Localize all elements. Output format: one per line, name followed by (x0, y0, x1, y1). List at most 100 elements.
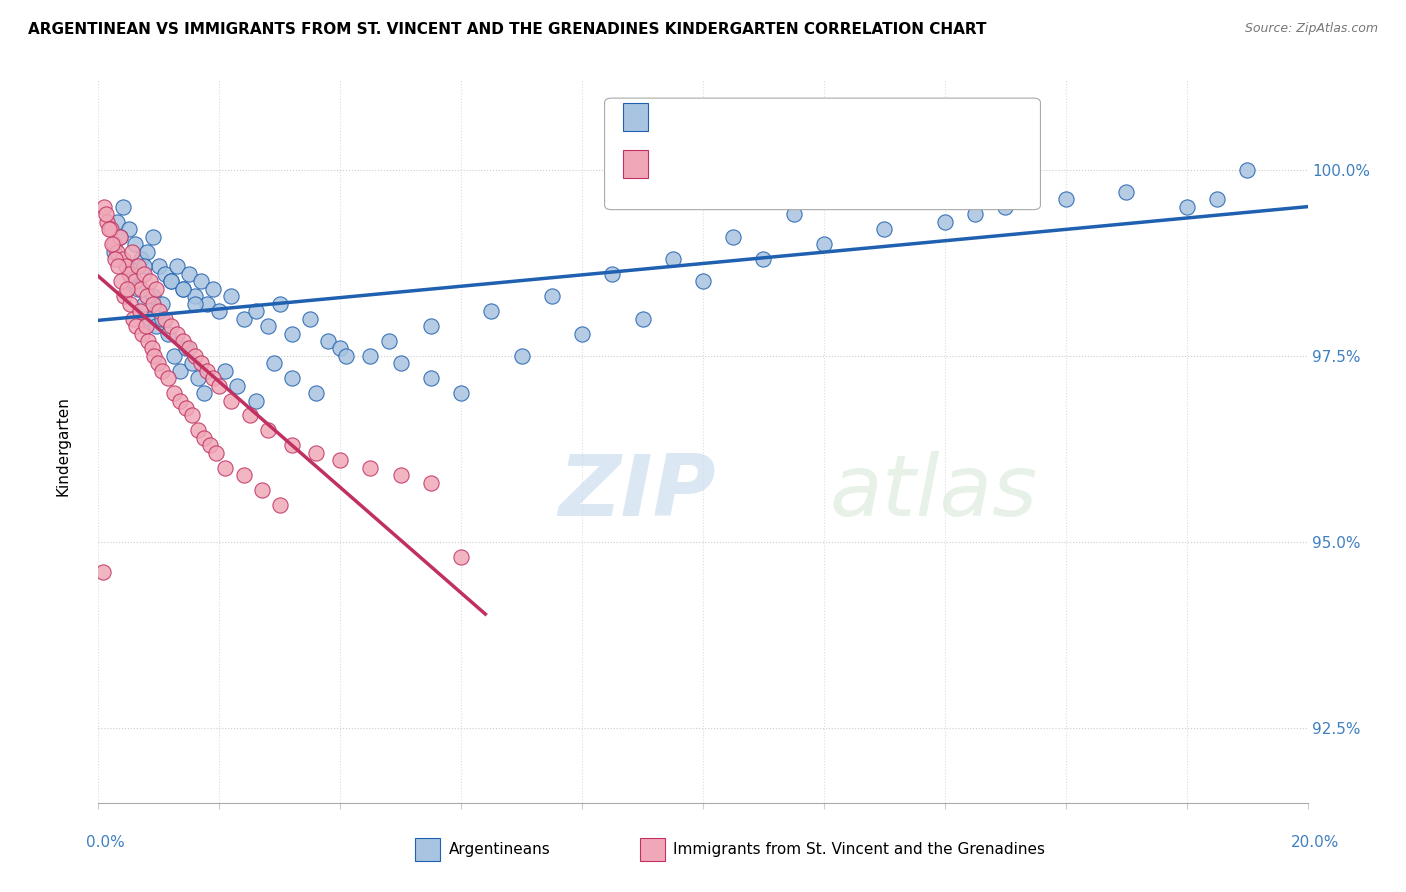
Point (540, 289, 562, 303)
Point (98, 222, 121, 236)
Point (153, 267, 176, 281)
Point (195, 297, 218, 311)
Point (661, 252, 683, 266)
Point (214, 460, 236, 475)
Point (481, 304, 503, 318)
Point (108, 229, 131, 244)
Point (250, 483, 273, 497)
Point (172, 282, 194, 296)
Point (156, 371, 179, 385)
Point (125, 319, 148, 334)
Point (150, 297, 173, 311)
Point (602, 267, 624, 281)
Point (112, 289, 135, 303)
Point (305, 446, 328, 460)
Point (226, 378, 249, 392)
Point (1054, 193, 1077, 207)
Point (129, 252, 152, 266)
Point (571, 326, 593, 341)
Point (281, 371, 304, 385)
Point (184, 289, 207, 303)
Point (103, 237, 125, 252)
Text: Kindergarten: Kindergarten (56, 396, 70, 496)
Point (631, 311, 654, 326)
Point (142, 297, 165, 311)
Point (121, 244, 143, 259)
Point (783, 207, 806, 221)
Point (692, 274, 714, 288)
Point (420, 371, 443, 385)
Point (1206, 193, 1229, 207)
Point (329, 453, 352, 467)
Point (96, 215, 118, 229)
Point (148, 260, 170, 274)
Point (131, 326, 153, 341)
Point (195, 364, 218, 378)
Point (172, 334, 194, 348)
Text: Source: ZipAtlas.com: Source: ZipAtlas.com (1244, 22, 1378, 36)
Point (221, 393, 243, 408)
Point (169, 393, 191, 408)
Text: 0.0%: 0.0% (86, 836, 125, 850)
Point (136, 334, 159, 348)
Point (256, 319, 278, 334)
Point (118, 267, 141, 281)
Point (232, 311, 254, 326)
Point (143, 349, 166, 363)
Point (389, 468, 412, 483)
Text: Argentineans: Argentineans (449, 842, 550, 856)
Point (181, 409, 204, 423)
Point (93, 200, 115, 214)
Point (193, 386, 215, 401)
Point (239, 409, 262, 423)
Point (110, 274, 132, 288)
Point (184, 297, 207, 311)
Point (114, 260, 136, 274)
Point (187, 423, 209, 437)
Point (132, 297, 155, 311)
Point (256, 423, 278, 437)
Point (169, 364, 191, 378)
Point (450, 549, 472, 564)
Point (121, 267, 143, 281)
Point (377, 334, 399, 348)
Point (269, 297, 291, 311)
Point (360, 349, 382, 363)
Point (245, 304, 267, 318)
Point (205, 446, 228, 460)
Point (263, 356, 285, 370)
Point (100, 237, 122, 252)
Point (752, 252, 775, 266)
Point (420, 319, 443, 334)
Point (150, 364, 173, 378)
Point (153, 311, 176, 326)
Point (232, 468, 254, 483)
Point (174, 401, 197, 415)
Point (122, 311, 145, 326)
Point (129, 282, 152, 296)
Point (163, 386, 186, 401)
Point (141, 342, 163, 356)
Point (108, 229, 131, 244)
Point (179, 267, 201, 281)
Point (166, 260, 188, 274)
Point (127, 260, 149, 274)
Point (139, 274, 162, 288)
Point (105, 244, 128, 259)
Point (994, 200, 1017, 214)
Point (142, 229, 165, 244)
Point (184, 349, 207, 363)
Point (121, 274, 143, 288)
Point (100, 222, 122, 236)
Point (221, 289, 243, 303)
Point (965, 207, 987, 221)
Point (111, 200, 134, 214)
Point (187, 371, 209, 385)
Point (269, 498, 291, 512)
Point (181, 356, 204, 370)
Point (316, 334, 339, 348)
Point (160, 274, 183, 288)
Point (142, 289, 165, 303)
Point (873, 222, 896, 236)
Point (723, 229, 745, 244)
